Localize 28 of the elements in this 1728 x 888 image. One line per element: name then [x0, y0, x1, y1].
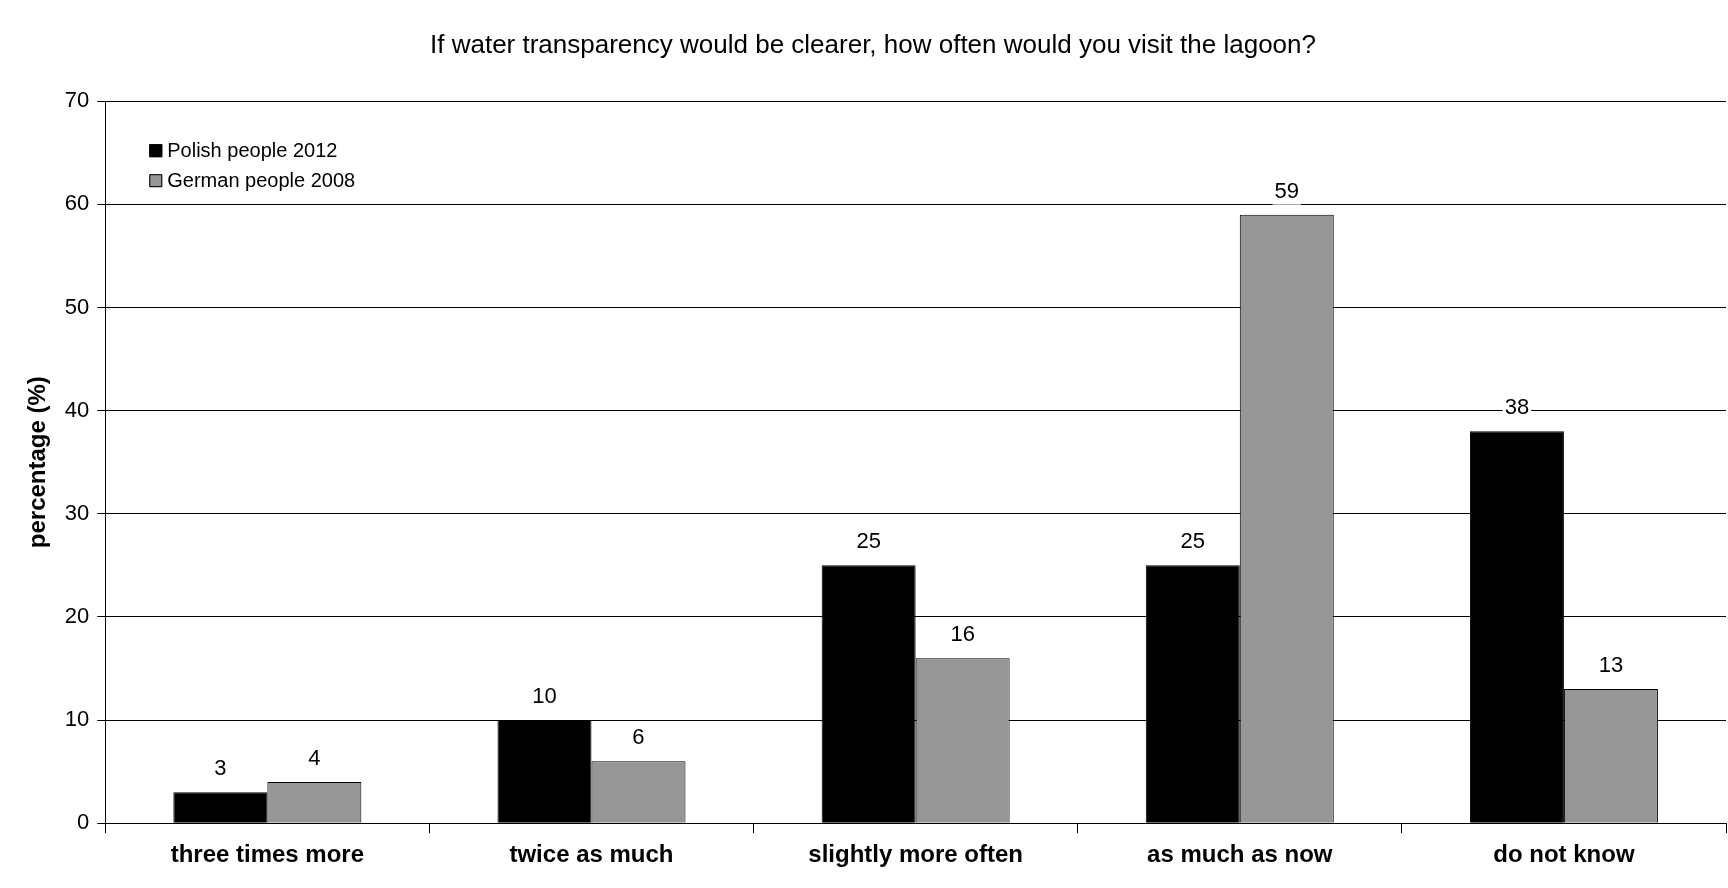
- x-tick-label: as much as now: [1147, 840, 1333, 868]
- data-label: 38: [1504, 394, 1530, 420]
- data-label: 3: [214, 755, 227, 781]
- x-tick-label: slightly more often: [808, 840, 1023, 868]
- y-tick-label: 20: [64, 602, 90, 628]
- y-tick-label: 60: [64, 190, 90, 216]
- y-axis-title: percentage (%): [23, 376, 51, 549]
- x-tick-label: do not know: [1493, 840, 1635, 868]
- bar: [173, 792, 268, 823]
- y-tick-label: 50: [64, 293, 90, 319]
- y-tick-label: 40: [64, 396, 90, 422]
- data-label: 16: [950, 621, 975, 647]
- data-label: 4: [308, 745, 321, 771]
- data-label: 10: [532, 683, 557, 709]
- legend-label: Polish people 2012: [167, 138, 338, 161]
- y-tick-label: 70: [64, 87, 90, 113]
- data-label: 6: [632, 724, 645, 750]
- x-tick-label: three times more: [170, 840, 365, 868]
- x-tick-label: twice as much: [509, 840, 674, 868]
- chart-title: If water transparency would be clearer, how often would you visit the lagoon?: [430, 28, 1316, 59]
- data-label: 59: [1274, 177, 1300, 203]
- legend-label: German people 2008: [167, 168, 356, 191]
- data-label: 25: [856, 528, 881, 554]
- data-label: 25: [1180, 528, 1206, 554]
- data-label: 13: [1598, 652, 1624, 678]
- y-tick-label: 10: [64, 706, 90, 732]
- y-tick-label: 30: [64, 499, 90, 525]
- y-tick-label: 0: [77, 809, 90, 835]
